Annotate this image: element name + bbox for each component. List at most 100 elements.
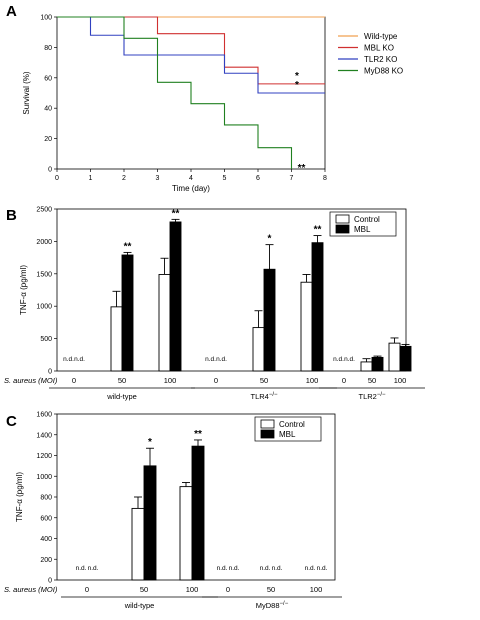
nd-label-mbl: n.d. (344, 356, 355, 363)
group-label-tlr4: TLR4−/− (250, 392, 278, 401)
y-axis-title: Survival (%) (22, 71, 31, 114)
y-tick-label: 1500 (36, 271, 52, 278)
x-tick-label: 0 (55, 175, 59, 182)
significance-mark: ** (124, 241, 132, 252)
group-label-wild-type: wild-type (106, 392, 137, 401)
y-tick-label: 20 (44, 136, 52, 143)
y-tick-label: 200 (40, 557, 52, 564)
y-axis-title: TNF-α (pg/ml) (15, 472, 24, 522)
nd-label-control: n.d. (217, 565, 228, 572)
x-tick-label: 8 (323, 175, 327, 182)
legend-label: Wild-type (364, 32, 398, 41)
group-label-superscript: −/− (280, 601, 289, 607)
legend-label-control: Control (279, 420, 305, 429)
x-axis-prefix-label: S. aureus (MOI) (4, 376, 58, 385)
legend-swatch-mbl (260, 429, 275, 439)
bar-mbl (399, 345, 412, 372)
group-label-wild-type: wild-type (124, 601, 155, 610)
nd-label-mbl: n.d. (74, 356, 85, 363)
series-line-mbl-ko (57, 16, 325, 85)
bar-control (110, 306, 123, 372)
x-tick-label: 5 (223, 175, 227, 182)
legend-label: MyD88 KO (364, 67, 403, 76)
x-axis-title: Time (day) (172, 184, 210, 193)
legend-label: MBL KO (364, 44, 394, 53)
group-label-superscript: −/− (269, 392, 278, 398)
group-label-text: TLR2 (358, 392, 376, 401)
bar-control (179, 486, 193, 581)
y-tick-label: 400 (40, 536, 52, 543)
category-label: 100 (306, 376, 319, 385)
y-tick-label: 1000 (36, 474, 52, 481)
legend-label-control: Control (354, 215, 380, 224)
category-label: 0 (214, 376, 218, 385)
nd-label-mbl: n.d. (88, 565, 99, 572)
significance-mark: * (295, 80, 299, 91)
nd-label-mbl: n.d. (272, 565, 283, 572)
x-tick-label: 1 (89, 175, 93, 182)
nd-label-mbl: n.d. (317, 565, 328, 572)
y-tick-label: 600 (40, 515, 52, 522)
nd-label-control: n.d. (76, 565, 87, 572)
y-tick-label: 40 (44, 106, 52, 113)
nd-label-control: n.d. (205, 356, 216, 363)
panel-a-survival-chart: A 0 20 40 60 80 100 0 1 2 3 4 5 6 7 8 Time (day) Survival… (6, 3, 403, 193)
y-tick-label: 80 (44, 45, 52, 52)
group-label-superscript: −/− (377, 392, 386, 398)
y-tick-label: 0 (48, 578, 52, 585)
bar-mbl (143, 465, 157, 581)
y-tick-label: 2000 (36, 239, 52, 246)
panel-letter-a: A (6, 3, 17, 20)
y-tick-label: 2500 (36, 207, 52, 214)
x-tick-label: 7 (290, 175, 294, 182)
category-label: 0 (342, 376, 346, 385)
group-label-myd88: MyD88−/− (256, 601, 289, 610)
bar-control (131, 507, 145, 581)
nd-label-control: n.d. (305, 565, 316, 572)
x-tick-label: 6 (256, 175, 260, 182)
series-line-tlr2-ko (57, 16, 325, 94)
bar-mbl (371, 356, 384, 372)
bar-control (158, 273, 171, 372)
group-label-tlr2: TLR2−/− (358, 392, 386, 401)
category-label: 50 (118, 376, 126, 385)
nd-label-control: n.d. (260, 565, 271, 572)
y-tick-label: 100 (40, 15, 52, 22)
significance-mark: ** (314, 225, 322, 236)
y-tick-label: 500 (40, 336, 52, 343)
panel-letter-c: C (6, 413, 17, 430)
significance-mark: ** (172, 208, 180, 219)
bar-control (252, 327, 265, 372)
x-tick-label: 2 (122, 175, 126, 182)
category-label: 50 (267, 585, 275, 594)
nd-label-control: n.d. (333, 356, 344, 363)
nd-label-mbl: n.d. (216, 356, 227, 363)
y-tick-label: 0 (48, 369, 52, 376)
bar-control (360, 361, 373, 372)
y-tick-label: 1600 (36, 412, 52, 419)
legend-swatch-mbl (335, 224, 350, 234)
y-tick-label: 60 (44, 75, 52, 82)
group-label-text: wild-type (124, 601, 155, 610)
legend-label-mbl: MBL (354, 225, 371, 234)
legend-swatch-control (335, 214, 350, 224)
y-tick-label: 1400 (36, 432, 52, 439)
category-label: 0 (72, 376, 76, 385)
plot-frame (56, 208, 407, 372)
group-label-text: TLR4 (250, 392, 268, 401)
significance-mark: ** (298, 163, 306, 174)
category-label: 100 (310, 585, 323, 594)
significance-mark: * (148, 437, 152, 448)
category-label: 100 (394, 376, 407, 385)
bar-control (388, 342, 401, 372)
legend-label-mbl: MBL (279, 430, 296, 439)
y-tick-label: 800 (40, 495, 52, 502)
y-tick-label: 1000 (36, 304, 52, 311)
bar-control (300, 281, 313, 372)
x-tick-label: 4 (189, 175, 193, 182)
bar-mbl (191, 445, 205, 581)
significance-mark: ** (194, 429, 202, 440)
series-line-myd88-ko (57, 16, 293, 169)
